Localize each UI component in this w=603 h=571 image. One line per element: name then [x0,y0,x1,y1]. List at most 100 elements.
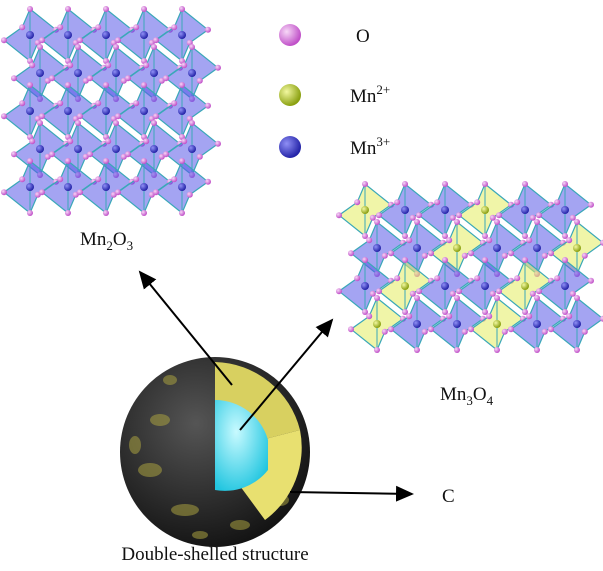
atom [521,206,529,214]
atom [366,313,372,319]
legend-label: O [356,26,370,47]
atom [141,82,147,88]
atom [416,288,422,294]
atom [521,282,529,290]
atom [454,295,460,301]
atom [133,176,139,182]
legend-label: Mn2+ [350,82,390,107]
atom [388,326,394,332]
atom [27,82,33,88]
atom [39,189,45,195]
atom [486,313,492,319]
figure: O Mn2+ Mn3+ Mn2O3 Mn3O4 C Double-shelled… [0,0,603,571]
atom [566,313,572,319]
atom [514,275,520,281]
atom [454,347,460,353]
atom [536,212,542,218]
atom [376,288,382,294]
atom [1,113,7,119]
atom [178,183,186,191]
atom [536,288,542,294]
atom [374,219,380,225]
atom [494,295,500,301]
atom [163,151,169,157]
atom [87,75,93,81]
atom [406,237,412,243]
atom [468,250,474,256]
atom [163,75,169,81]
atom [416,212,422,218]
arrow [290,492,412,494]
atom [526,237,532,243]
atom [382,253,388,259]
atom [482,181,488,187]
atom [67,138,73,144]
atom [27,210,33,216]
atom [151,120,157,126]
atom [588,202,594,208]
atom [354,199,360,205]
atom [414,219,420,225]
carbon-label: C [442,486,455,507]
atom [103,158,109,164]
atom [574,347,580,353]
atom [414,295,420,301]
atom [413,320,421,328]
atom [453,320,461,328]
atom [441,282,449,290]
atom [26,183,34,191]
atom [179,210,185,216]
atom [496,288,502,294]
atom [140,107,148,115]
atom [361,282,369,290]
atom [561,206,569,214]
atom [388,250,394,256]
atom [562,257,568,263]
atom [336,288,342,294]
atom [141,6,147,12]
atom [11,75,17,81]
atom [105,62,111,68]
atom [36,69,44,77]
atom [112,69,120,77]
atom [113,120,119,126]
legend-marker [279,24,301,46]
atom [215,65,221,71]
atom [179,6,185,12]
atom [494,219,500,225]
atom [508,326,514,332]
atom [115,189,121,195]
atom [64,107,72,115]
atom [75,44,81,50]
atom [354,275,360,281]
atom [27,6,33,12]
atom [205,103,211,109]
atom [64,31,72,39]
atom [36,145,44,153]
atom [554,275,560,281]
atom [574,295,580,301]
atom [102,107,110,115]
atom [382,329,388,335]
legend-marker [279,136,301,158]
atom [402,257,408,263]
atom [376,212,382,218]
atom [39,37,45,43]
mn2o3-crystal [1,6,221,216]
atom [373,244,381,252]
double-shelled-sphere [120,357,310,547]
atom [542,329,548,335]
atom [474,199,480,205]
atom [446,313,452,319]
atom [205,27,211,33]
atom [125,75,131,81]
atom [573,244,581,252]
atom [65,158,71,164]
atom [37,120,43,126]
atom [39,113,45,119]
atom [348,326,354,332]
atom [534,295,540,301]
atom [474,275,480,281]
atom [406,313,412,319]
atom [554,199,560,205]
